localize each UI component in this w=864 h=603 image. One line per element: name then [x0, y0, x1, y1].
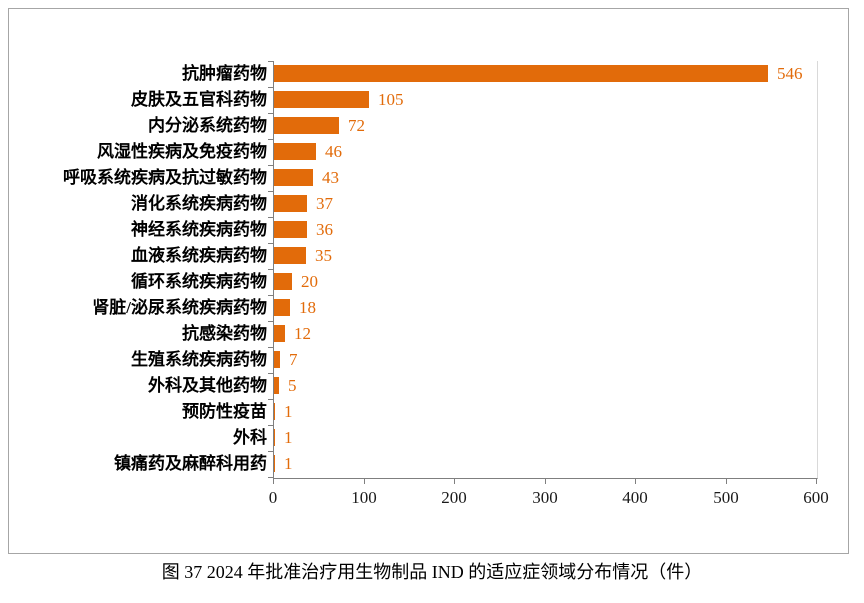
bar	[274, 455, 275, 472]
y-axis-tick	[268, 243, 273, 244]
x-axis-tick	[816, 479, 817, 484]
category-label: 循环系统疾病药物	[131, 272, 267, 291]
y-axis-tick	[268, 217, 273, 218]
bar	[274, 403, 275, 420]
bar	[274, 247, 306, 264]
y-axis-tick	[268, 61, 273, 62]
value-label: 1	[284, 454, 293, 473]
value-label: 36	[316, 220, 333, 239]
bar	[274, 299, 290, 316]
category-label: 镇痛药及麻醉科用药	[114, 454, 267, 473]
value-label: 546	[777, 64, 803, 83]
bar	[274, 221, 307, 238]
value-label: 35	[315, 246, 332, 265]
category-label: 内分泌系统药物	[148, 116, 267, 135]
bar	[274, 169, 313, 186]
chart-frame: 抗肿瘤药物皮肤及五官科药物内分泌系统药物风湿性疾病及免疫药物呼吸系统疾病及抗过敏…	[8, 8, 849, 554]
x-axis-tick-label: 600	[803, 488, 829, 507]
x-axis-tick	[726, 479, 727, 484]
x-axis-tick-label: 500	[713, 488, 739, 507]
x-axis-tick	[454, 479, 455, 484]
value-label: 12	[294, 324, 311, 343]
value-label: 43	[322, 168, 339, 187]
value-label: 20	[301, 272, 318, 291]
x-axis-tick	[545, 479, 546, 484]
category-label: 神经系统疾病药物	[131, 220, 267, 239]
x-axis-tick-label: 100	[351, 488, 377, 507]
y-axis-tick	[268, 347, 273, 348]
bar	[274, 429, 275, 446]
category-label: 外科及其他药物	[148, 376, 267, 395]
y-axis-tick	[268, 477, 273, 478]
bar	[274, 195, 307, 212]
value-label: 7	[289, 350, 298, 369]
x-axis-tick	[635, 479, 636, 484]
category-label: 外科	[233, 428, 267, 447]
value-label: 37	[316, 194, 333, 213]
x-axis-tick	[364, 479, 365, 484]
bar	[274, 273, 292, 290]
bar	[274, 351, 280, 368]
value-label: 18	[299, 298, 316, 317]
y-axis-tick	[268, 451, 273, 452]
figure-caption: 图 37 2024 年批准治疗用生物制品 IND 的适应症领域分布情况（件）	[161, 562, 703, 582]
category-label: 风湿性疾病及免疫药物	[97, 142, 267, 161]
x-axis-tick-label: 200	[441, 488, 467, 507]
y-axis-tick	[268, 165, 273, 166]
y-axis-tick	[268, 399, 273, 400]
y-axis-tick	[268, 373, 273, 374]
plot-area	[273, 61, 818, 479]
category-label: 呼吸系统疾病及抗过敏药物	[63, 168, 267, 187]
value-label: 105	[378, 90, 404, 109]
value-label: 1	[284, 428, 293, 447]
category-label: 抗感染药物	[182, 324, 267, 343]
category-label: 血液系统疾病药物	[131, 246, 267, 265]
bar	[274, 377, 279, 394]
bar	[274, 143, 316, 160]
value-label: 46	[325, 142, 342, 161]
x-axis-tick-label: 400	[622, 488, 648, 507]
x-axis-tick-label: 0	[268, 488, 278, 507]
y-axis-tick	[268, 139, 273, 140]
category-label: 皮肤及五官科药物	[131, 90, 267, 109]
y-axis-tick	[268, 191, 273, 192]
x-axis-tick-label: 300	[532, 488, 558, 507]
value-label: 1	[284, 402, 293, 421]
x-axis-tick	[273, 479, 274, 484]
category-label: 消化系统疾病药物	[131, 194, 267, 213]
value-label: 5	[288, 376, 297, 395]
y-axis-tick	[268, 295, 273, 296]
y-axis-tick	[268, 113, 273, 114]
y-axis-tick	[268, 321, 273, 322]
value-label: 72	[348, 116, 365, 135]
y-axis-tick	[268, 425, 273, 426]
category-label: 抗肿瘤药物	[182, 64, 267, 83]
bar	[274, 117, 339, 134]
bar	[274, 91, 369, 108]
y-axis-tick	[268, 87, 273, 88]
bar	[274, 65, 768, 82]
bar	[274, 325, 285, 342]
category-label: 生殖系统疾病药物	[131, 350, 267, 369]
category-label: 预防性疫苗	[182, 402, 267, 421]
category-label: 肾脏/泌尿系统疾病药物	[92, 298, 267, 317]
y-axis-tick	[268, 269, 273, 270]
